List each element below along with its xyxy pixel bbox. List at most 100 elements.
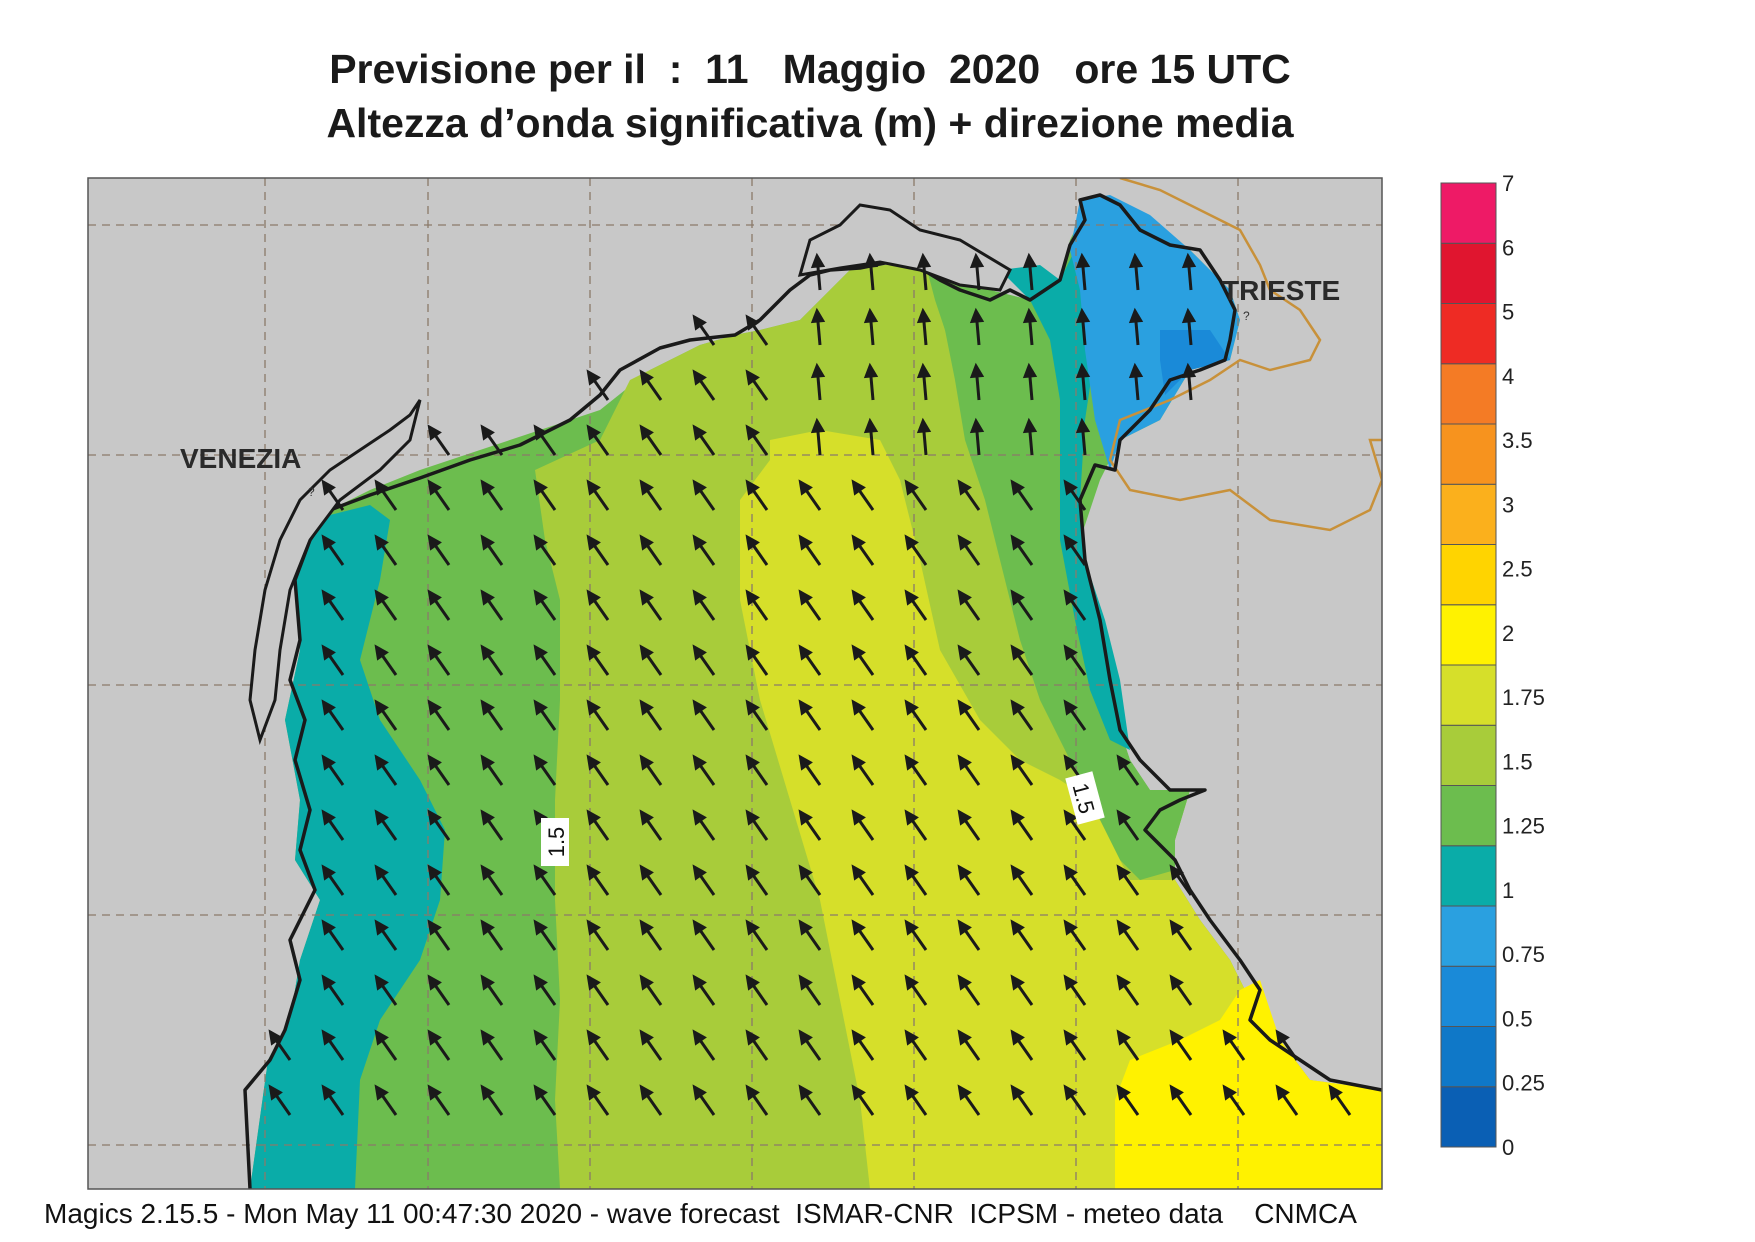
direction-arrow-head: [639, 589, 654, 606]
direction-arrow-head: [745, 589, 760, 606]
direction-arrow-head: [374, 644, 389, 661]
direction-arrow-head: [321, 1084, 336, 1101]
legend-swatch: [1440, 363, 1497, 425]
map-layers: [88, 178, 1382, 1189]
direction-arrow-head: [798, 974, 813, 991]
sea-band-teal-east: [1000, 240, 1130, 750]
direction-arrow-head: [692, 424, 707, 441]
direction-arrow-head: [904, 644, 919, 661]
legend-swatch: [1440, 724, 1497, 786]
direction-arrow-head: [321, 809, 336, 826]
legend-tick-label: 1.5: [1502, 749, 1533, 774]
direction-arrow-head: [533, 534, 548, 551]
direction-arrow-head: [533, 1084, 548, 1101]
legend-swatch: [1440, 1086, 1497, 1148]
direction-arrow-head: [1063, 589, 1078, 606]
direction-arrow-head: [798, 809, 813, 826]
direction-arrow-head: [851, 1084, 866, 1101]
direction-arrow-head: [1022, 307, 1038, 324]
coast-mark-trieste: ?: [1243, 309, 1250, 323]
direction-arrow-head: [969, 417, 985, 434]
direction-arrow-head: [1116, 864, 1131, 881]
direction-arrow-head: [374, 1029, 389, 1046]
direction-arrow-head: [969, 307, 985, 324]
direction-arrow-head: [798, 919, 813, 936]
direction-arrow-head: [480, 1084, 495, 1101]
direction-arrow-head: [480, 754, 495, 771]
legend-tick-label: 1: [1502, 878, 1514, 903]
sea-band-yellowgreen: [740, 430, 1382, 1189]
direction-arrow-head: [586, 424, 601, 441]
direction-arrow-head: [810, 362, 826, 379]
direction-arrow-head: [745, 864, 760, 881]
direction-arrow-head: [1010, 754, 1025, 771]
direction-arrow-head: [957, 809, 972, 826]
direction-arrow-head: [639, 644, 654, 661]
direction-arrow-head: [1075, 417, 1091, 434]
direction-arrow-head: [810, 307, 826, 324]
direction-arrow-head: [639, 424, 654, 441]
direction-arrow-head: [374, 1084, 389, 1101]
direction-arrow-head: [745, 534, 760, 551]
direction-arrow-head: [374, 479, 389, 496]
direction-arrow-head: [904, 974, 919, 991]
direction-arrow-head: [427, 809, 442, 826]
direction-arrow-head: [1275, 1084, 1290, 1101]
direction-arrow-head: [692, 919, 707, 936]
direction-arrow-head: [321, 644, 336, 661]
legend-swatch: [1440, 423, 1497, 485]
direction-arrow-head: [692, 314, 707, 331]
direction-arrow-head: [692, 864, 707, 881]
direction-arrow-head: [1116, 754, 1131, 771]
direction-arrow-head: [533, 424, 548, 441]
direction-arrow-head: [480, 589, 495, 606]
direction-arrow-head: [427, 1084, 442, 1101]
legend-swatch: [1440, 1026, 1497, 1088]
direction-arrow-head: [1063, 974, 1078, 991]
direction-arrow-head: [745, 644, 760, 661]
legend-tick-label: 1.75: [1502, 685, 1545, 710]
direction-arrow-head: [957, 699, 972, 716]
direction-arrow-head: [480, 534, 495, 551]
map-frame: [87, 177, 1383, 1190]
direction-arrow-head: [692, 809, 707, 826]
direction-arrow-head: [1116, 809, 1131, 826]
direction-arrow-head: [586, 479, 601, 496]
direction-arrow-head: [427, 589, 442, 606]
legend-tick-label: 0.5: [1502, 1006, 1533, 1031]
label-trieste: TRIESTE: [1222, 275, 1340, 306]
direction-arrow-head: [851, 699, 866, 716]
legend-swatch: [1440, 604, 1497, 666]
direction-arrow-head: [1010, 1029, 1025, 1046]
direction-arrow-head: [533, 919, 548, 936]
title-line-2: Altezza d’onda significativa (m) + direz…: [326, 100, 1294, 146]
direction-arrow-head: [480, 699, 495, 716]
direction-arrow-head: [1169, 864, 1184, 881]
direction-arrow-head: [851, 974, 866, 991]
legend-swatch: [1440, 303, 1497, 365]
direction-arrow-head: [745, 974, 760, 991]
direction-arrow-head: [639, 1029, 654, 1046]
direction-arrow-head: [692, 974, 707, 991]
direction-arrow-head: [1010, 919, 1025, 936]
direction-arrow-head: [1075, 362, 1091, 379]
direction-arrow-head: [798, 479, 813, 496]
direction-arrow-head: [1169, 1029, 1184, 1046]
direction-arrow-head: [1010, 974, 1025, 991]
legend-tick-label: 2.5: [1502, 557, 1533, 582]
direction-arrow-head: [639, 809, 654, 826]
direction-arrow-head: [374, 919, 389, 936]
direction-arrow-head: [374, 974, 389, 991]
direction-arrow-head: [692, 754, 707, 771]
direction-arrow-head: [586, 1084, 601, 1101]
legend-tick-label: 3.5: [1502, 428, 1533, 453]
footer-credits: Magics 2.15.5 - Mon May 11 00:47:30 2020…: [44, 1198, 1357, 1229]
direction-arrow-head: [692, 589, 707, 606]
direction-arrow-head: [374, 809, 389, 826]
direction-arrow-head: [810, 417, 826, 434]
direction-arrow-head: [969, 252, 985, 269]
direction-arrow-head: [692, 1084, 707, 1101]
direction-arrow-head: [957, 919, 972, 936]
legend-tick-label: 6: [1502, 235, 1514, 260]
